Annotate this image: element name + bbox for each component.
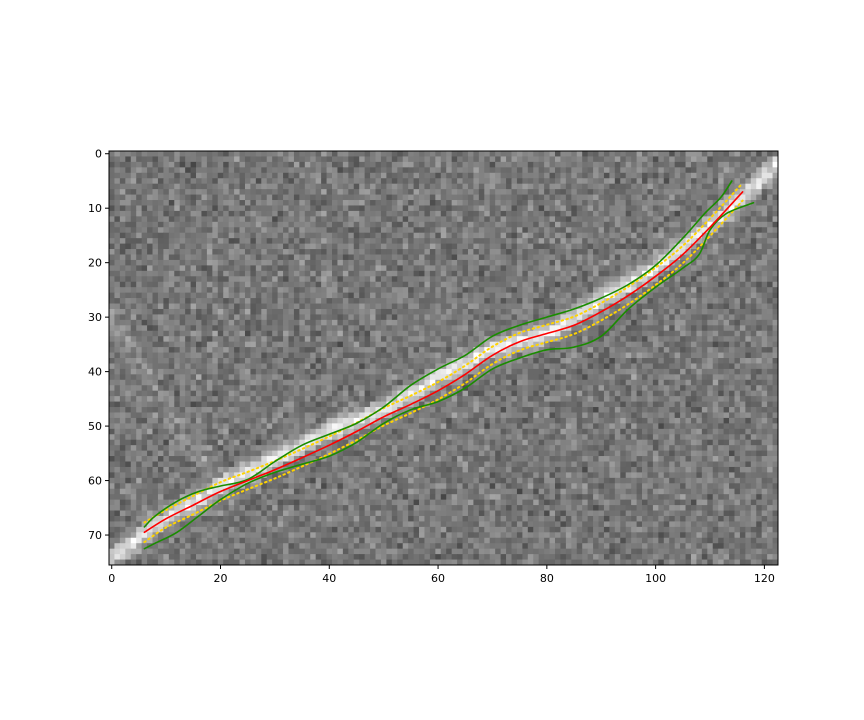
- x-axis: 0 20 40 60 80 100 120: [108, 565, 775, 585]
- series-line-4: [143, 199, 744, 544]
- heatmap-image: [109, 151, 778, 565]
- x-tick-label: 40: [322, 572, 336, 585]
- y-tick-label: 40: [88, 366, 102, 379]
- x-tick-label: 100: [645, 572, 666, 585]
- series-line-1: [143, 191, 744, 534]
- y-axis: 0 10 20 30 40 50 60 70: [88, 148, 109, 542]
- y-tick-label: 10: [88, 202, 102, 215]
- x-tick-label: 20: [214, 572, 228, 585]
- x-tick-label: 60: [431, 572, 445, 585]
- y-tick-label: 0: [95, 148, 102, 161]
- y-tick-label: 60: [88, 475, 102, 488]
- series-layer: [143, 180, 755, 550]
- x-tick-label: 0: [108, 572, 115, 585]
- x-tick-label: 80: [540, 572, 554, 585]
- series-line-2: [143, 180, 733, 528]
- y-tick-label: 20: [88, 257, 102, 270]
- x-tick-label: 120: [754, 572, 775, 585]
- plot-frame: [108, 150, 779, 566]
- y-tick-label: 70: [88, 529, 102, 542]
- y-tick-label: 50: [88, 420, 102, 433]
- y-tick-label: 30: [88, 311, 102, 324]
- series-line-3: [143, 202, 755, 550]
- series-line-5: [143, 182, 744, 524]
